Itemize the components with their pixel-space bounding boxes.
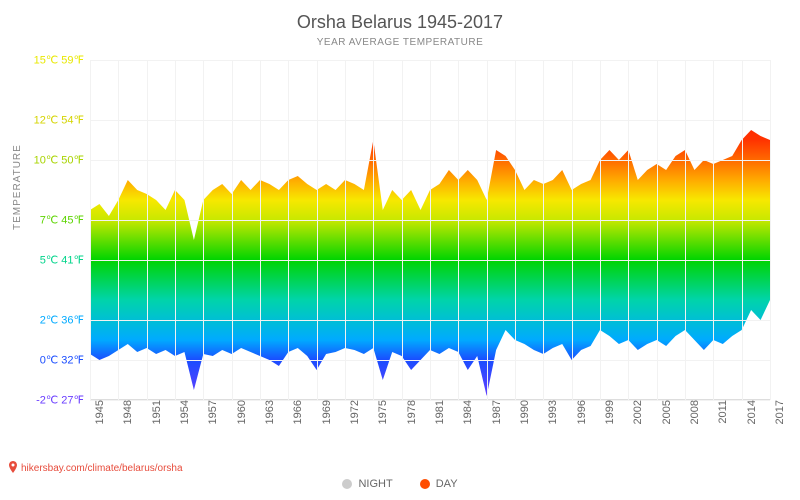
grid-line-v [345,60,346,400]
grid-line-v [288,60,289,400]
y-tick-label: 7℃ 45℉ [40,214,90,227]
y-tick-label: 10℃ 50℉ [34,154,90,167]
grid-line-v [742,60,743,400]
x-tick-label: 1984 [458,400,474,424]
x-tick-label: 1993 [543,400,559,424]
legend-day: DAY [420,478,458,490]
attribution-text: hikersbay.com/climate/belarus/orsha [21,463,183,474]
y-axis-label: TEMPERATURE [12,144,23,230]
x-tick-label: 1957 [203,400,219,424]
legend: NIGHT DAY [0,478,800,492]
x-tick-label: 1963 [260,400,276,424]
grid-line-v [628,60,629,400]
grid-line-v [260,60,261,400]
grid-line-v [373,60,374,400]
x-tick-label: 1951 [147,400,163,424]
grid-line-v [317,60,318,400]
grid-line-v [657,60,658,400]
x-tick-label: 1981 [430,400,446,424]
x-tick-label: 1996 [572,400,588,424]
legend-night: NIGHT [342,478,392,490]
grid-line-v [430,60,431,400]
y-tick-label: 15℃ 59℉ [34,54,90,67]
x-tick-label: 1960 [232,400,248,424]
grid-line-v [713,60,714,400]
grid-line-v [770,60,771,400]
chart-title: Orsha Belarus 1945-2017 [0,0,800,33]
x-tick-label: 2005 [657,400,673,424]
grid-line-v [572,60,573,400]
x-tick-label: 1990 [515,400,531,424]
x-tick-label: 2002 [628,400,644,424]
grid-line-v [543,60,544,400]
x-tick-label: 1975 [373,400,389,424]
map-pin-icon [8,461,18,476]
grid-line-v [147,60,148,400]
grid-line-v [90,60,91,400]
y-tick-label: 5℃ 41℉ [40,254,90,267]
grid-line-v [685,60,686,400]
grid-line-v [600,60,601,400]
attribution: hikersbay.com/climate/belarus/orsha [8,461,183,476]
x-tick-label: 1954 [175,400,191,424]
y-tick-label: 12℃ 54℉ [34,114,90,127]
x-tick-label: 2017 [770,400,786,424]
grid-line-v [232,60,233,400]
grid-line-v [175,60,176,400]
x-tick-label: 1972 [345,400,361,424]
y-tick-label: -2℃ 27℉ [36,394,90,407]
grid-line-v [203,60,204,400]
grid-line-v [487,60,488,400]
x-tick-label: 1969 [317,400,333,424]
legend-day-label: DAY [436,478,458,490]
x-tick-label: 1987 [487,400,503,424]
x-tick-label: 2008 [685,400,701,424]
chart-subtitle: YEAR AVERAGE TEMPERATURE [0,33,800,48]
grid-line-v [515,60,516,400]
x-tick-label: 1999 [600,400,616,424]
grid-line-v [118,60,119,400]
grid-line-v [458,60,459,400]
x-tick-label: 1948 [118,400,134,424]
legend-night-label: NIGHT [358,478,392,490]
chart-plot: -2℃ 27℉0℃ 32℉2℃ 36℉5℃ 41℉7℃ 45℉10℃ 50℉12… [90,60,770,400]
legend-night-dot [342,479,352,489]
legend-day-dot [420,479,430,489]
x-tick-label: 2014 [742,400,758,424]
y-tick-label: 0℃ 32℉ [40,354,90,367]
y-tick-label: 2℃ 36℉ [40,314,90,327]
x-tick-label: 2011 [713,400,729,424]
x-tick-label: 1978 [402,400,418,424]
x-tick-label: 1966 [288,400,304,424]
x-tick-label: 1945 [90,400,106,424]
grid-line-v [402,60,403,400]
